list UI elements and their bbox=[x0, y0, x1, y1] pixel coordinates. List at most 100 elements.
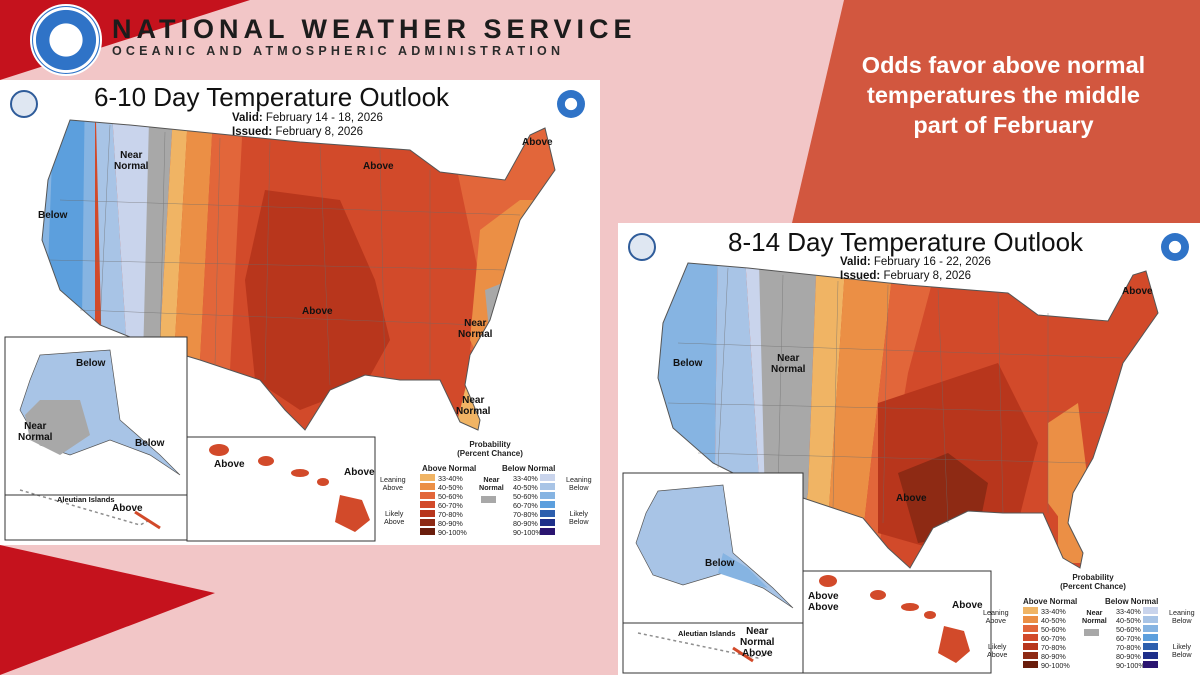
legend-likely-below: Likely Below bbox=[1172, 642, 1192, 659]
legend-above-range: 50-60% bbox=[1041, 625, 1066, 634]
legend-leaning-above: Leaning Above bbox=[380, 475, 406, 492]
legend-above-range: 90-100% bbox=[438, 528, 467, 537]
headline-banner bbox=[792, 0, 1200, 223]
legend-above-swatch bbox=[1023, 607, 1038, 614]
legend-likely-below: Likely Below bbox=[569, 509, 589, 526]
legend-above-range: 33-40% bbox=[438, 474, 463, 483]
label-aleutian-title: Aleutian Islands bbox=[57, 495, 115, 504]
label-above-ne: Above bbox=[522, 137, 553, 148]
legend-below-swatch bbox=[1143, 607, 1158, 614]
legend-below-swatch bbox=[540, 519, 555, 526]
map-valid: Valid: February 14 - 18, 2026 bbox=[232, 111, 383, 125]
legend-below-header: Below Normal bbox=[1105, 597, 1159, 606]
legend-below-swatch bbox=[1143, 652, 1158, 659]
legend-above-range: 80-90% bbox=[1041, 652, 1066, 661]
legend-above-range: 40-50% bbox=[1041, 616, 1066, 625]
legend-above-swatch bbox=[1023, 625, 1038, 632]
legend-below-swatch bbox=[540, 483, 555, 490]
issued-label: Issued: bbox=[232, 126, 273, 138]
legend-below-swatch bbox=[1143, 616, 1158, 623]
map-title: 6-10 Day Temperature Outlook bbox=[94, 82, 450, 112]
label-ak-near-normal: Near Normal bbox=[18, 421, 53, 443]
legend-likely-above: Likely Above bbox=[384, 509, 405, 526]
legend-below-swatch bbox=[1143, 625, 1158, 632]
legend-below-range: 60-70% bbox=[1116, 634, 1141, 643]
legend-leaning-above: Leaning Above bbox=[983, 608, 1009, 625]
legend-below-range: 70-80% bbox=[1116, 643, 1141, 652]
legend-below-range: 40-50% bbox=[513, 483, 538, 492]
legend-above-swatch bbox=[1023, 652, 1038, 659]
map-issued: Issued: February 8, 2026 bbox=[232, 125, 363, 139]
legend-below-swatch bbox=[540, 501, 555, 508]
legend-near-normal: Near Normal bbox=[479, 475, 504, 492]
map-graphic-6-10 bbox=[4, 119, 556, 542]
label-above-c: Above bbox=[302, 306, 333, 317]
label-above-gl: Above bbox=[363, 161, 394, 172]
legend-above-swatch bbox=[420, 528, 435, 535]
label-ak-below-n: Below bbox=[76, 358, 106, 369]
header-title: NATIONAL WEATHER SERVICE bbox=[112, 14, 637, 44]
legend-below-range: 90-100% bbox=[1116, 661, 1145, 670]
issued-label: Issued: bbox=[840, 270, 881, 282]
issued-date: February 8, 2026 bbox=[883, 270, 972, 282]
map-title: 8-14 Day Temperature Outlook bbox=[728, 227, 1084, 257]
label-hi-above-e: Above bbox=[952, 600, 983, 611]
label-above-c: Above bbox=[896, 493, 927, 504]
legend-below-swatch bbox=[1143, 661, 1158, 668]
outlook-map-6-10-day: 6-10 Day Temperature Outlook Valid: Febr… bbox=[0, 80, 600, 545]
map-valid: Valid: February 16 - 22, 2026 bbox=[840, 255, 991, 269]
doc-seal-icon bbox=[10, 90, 38, 118]
map-graphic-8-14 bbox=[622, 262, 1159, 674]
legend-above-swatch bbox=[420, 510, 435, 517]
legend-leaning-below: Leaning Below bbox=[1169, 608, 1195, 625]
label-aleutian-near-normal: Near Normal Above bbox=[740, 626, 775, 659]
legend-above-range: 80-90% bbox=[438, 519, 463, 528]
legend-above-swatch bbox=[420, 519, 435, 526]
label-hi-above-w: Above bbox=[214, 459, 245, 470]
legend-below-range: 80-90% bbox=[1116, 652, 1141, 661]
legend-8-14: Probability (Percent Chance) Above Norma… bbox=[983, 573, 1198, 673]
issued-date: February 8, 2026 bbox=[275, 126, 364, 138]
legend-below-range: 60-70% bbox=[513, 501, 538, 510]
legend-below-swatch bbox=[540, 492, 555, 499]
legend-below-swatch bbox=[540, 474, 555, 481]
legend-below-swatch bbox=[540, 528, 555, 535]
legend-above-swatch bbox=[1023, 634, 1038, 641]
noaa-mini-logo-icon bbox=[1161, 233, 1189, 261]
label-near-normal-se: Near Normal bbox=[458, 318, 493, 340]
valid-dates: February 16 - 22, 2026 bbox=[873, 256, 991, 268]
legend-below-range: 33-40% bbox=[513, 474, 538, 483]
legend-above-swatch bbox=[1023, 643, 1038, 650]
label-hi-above-e: Above bbox=[344, 467, 375, 478]
label-ak-below-se: Below bbox=[135, 438, 165, 449]
legend-near-swatch bbox=[1084, 629, 1099, 636]
label-near-normal-nw: Near Normal bbox=[771, 353, 806, 375]
legend-above-range: 40-50% bbox=[438, 483, 463, 492]
legend-below-swatch bbox=[1143, 634, 1158, 641]
legend-below-range: 90-100% bbox=[513, 528, 542, 537]
label-above-ne: Above bbox=[1122, 286, 1153, 297]
map-issued: Issued: February 8, 2026 bbox=[840, 269, 971, 283]
valid-label: Valid: bbox=[232, 112, 263, 124]
legend-above-range: 70-80% bbox=[438, 510, 463, 519]
header-subtitle: OCEANIC AND ATMOSPHERIC ADMINISTRATION bbox=[112, 44, 565, 58]
label-below-w: Below bbox=[38, 210, 68, 221]
legend-below-swatch bbox=[1143, 643, 1158, 650]
legend-above-header: Above Normal bbox=[1023, 597, 1078, 606]
headline-text: Odds favor above normal temperatures the… bbox=[861, 52, 1146, 138]
legend-above-swatch bbox=[1023, 616, 1038, 623]
legend-below-range: 50-60% bbox=[1116, 625, 1141, 634]
legend-below-range: 80-90% bbox=[513, 519, 538, 528]
legend-below-range: 50-60% bbox=[513, 492, 538, 501]
valid-dates: February 14 - 18, 2026 bbox=[265, 112, 383, 124]
legend-above-range: 60-70% bbox=[1041, 634, 1066, 643]
legend-below-range: 40-50% bbox=[1116, 616, 1141, 625]
legend-above-range: 90-100% bbox=[1041, 661, 1070, 670]
legend-above-range: 70-80% bbox=[1041, 643, 1066, 652]
decorative-red-triangle-bottom bbox=[0, 545, 215, 675]
legend-above-swatch bbox=[420, 483, 435, 490]
label-below-w: Below bbox=[673, 358, 703, 369]
noaa-logo bbox=[30, 4, 102, 76]
label-aleutian-title: Aleutian Islands bbox=[678, 629, 736, 638]
legend-above-range: 50-60% bbox=[438, 492, 463, 501]
